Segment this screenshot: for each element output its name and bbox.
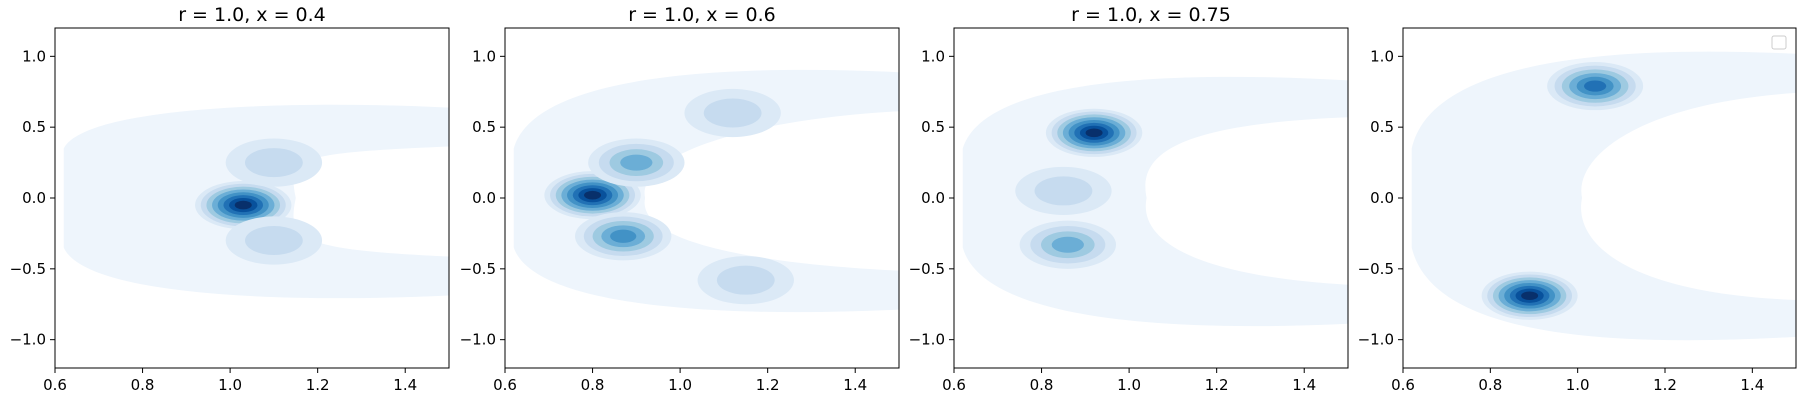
contour-peak-1-level-9 — [1521, 291, 1539, 301]
y-tick-label: 0.0 — [921, 189, 945, 207]
panel-2: 0.6 0.8 1.0 1.2 1.4 1.0 0.5 0.0 −0.5 −1.0 r = 1.0,… — [460, 4, 900, 394]
y-tick-label: 0.0 — [22, 189, 46, 207]
y-tick-label: 0.5 — [921, 118, 945, 136]
panel-title: r = 1.0, x = 0.6 — [628, 4, 776, 26]
panel-title: r = 1.0, x = 0.75 — [1071, 4, 1231, 26]
x-tick-label: 0.6 — [43, 376, 67, 394]
x-tick-label: 1.2 — [306, 376, 330, 394]
density-contours — [63, 104, 449, 299]
y-tick-label: 0.0 — [472, 189, 496, 207]
y-tick-label: −1.0 — [909, 331, 945, 349]
y-tick-label: 1.0 — [1370, 47, 1394, 65]
x-tick-label: 0.8 — [131, 376, 155, 394]
x-tick-label: 0.6 — [493, 376, 517, 394]
density-contours — [1411, 51, 1796, 341]
contour-peak-5-level-3 — [716, 265, 775, 295]
y-tick-label: −0.5 — [1358, 260, 1394, 278]
contour-peak-3-level-3 — [1034, 176, 1093, 206]
y-tick-label: 0.5 — [1370, 118, 1394, 136]
x-tick-label: 0.8 — [581, 376, 605, 394]
contour-peak-4-level-3 — [703, 98, 762, 128]
contour-peak-3-level-5 — [620, 154, 653, 171]
x-tick-label: 0.6 — [942, 376, 966, 394]
contour-peak-3-level-3 — [244, 226, 303, 255]
x-tick-label: 1.4 — [843, 376, 867, 394]
x-tick-label: 1.2 — [756, 376, 780, 394]
contour-peak-1-level-9 — [1085, 128, 1103, 138]
x-tick-label: 0.8 — [1478, 376, 1502, 394]
contour-peak-2-level-3 — [244, 148, 303, 178]
contour-peak-2-level-5 — [1051, 236, 1084, 253]
density-contours — [513, 69, 899, 313]
y-tick-label: 0.5 — [22, 118, 46, 136]
contour-peak-2-level-6 — [610, 229, 637, 243]
y-tick-label: −1.0 — [10, 331, 46, 349]
y-tick-label: 1.0 — [472, 47, 496, 65]
panel-4: 0.6 0.8 1.0 1.2 1.4 1.0 0.5 0.0 −0.5 −1.0 — [1358, 27, 1797, 394]
y-tick-label: −0.5 — [460, 260, 496, 278]
y-tick-label: −1.0 — [1358, 331, 1394, 349]
x-tick-label: 1.0 — [1566, 376, 1590, 394]
x-tick-label: 1.2 — [1205, 376, 1229, 394]
x-tick-label: 1.0 — [1117, 376, 1141, 394]
x-tick-label: 1.0 — [668, 376, 692, 394]
x-tick-label: 1.0 — [218, 376, 242, 394]
panel-3: 0.6 0.8 1.0 1.2 1.4 1.0 0.5 0.0 −0.5 −1.0 r = 1.0,… — [909, 4, 1349, 394]
y-tick-label: −0.5 — [10, 260, 46, 278]
contour-peak-1-level-9 — [234, 200, 252, 210]
density-contours — [962, 76, 1348, 327]
y-tick-label: −0.5 — [909, 260, 945, 278]
x-tick-label: 1.4 — [1292, 376, 1316, 394]
panel-1: 0.6 0.8 1.0 1.2 1.4 1.0 0.5 0.0 −0.5 −1.0 r = 1.0,… — [10, 4, 450, 394]
y-tick-label: 1.0 — [22, 47, 46, 65]
y-tick-label: 0.0 — [1370, 189, 1394, 207]
density-level-1 — [1411, 51, 1796, 341]
x-tick-label: 0.6 — [1391, 376, 1415, 394]
panel-title: r = 1.0, x = 0.4 — [178, 4, 326, 26]
x-tick-label: 1.4 — [393, 376, 417, 394]
contour-peak-1-level-9 — [584, 190, 602, 200]
y-tick-label: 1.0 — [921, 47, 945, 65]
y-tick-label: 0.5 — [472, 118, 496, 136]
x-tick-label: 1.2 — [1653, 376, 1677, 394]
legend-box — [1771, 35, 1787, 50]
y-tick-label: −1.0 — [460, 331, 496, 349]
x-tick-label: 1.4 — [1740, 376, 1764, 394]
contour-peak-2-level-7 — [1584, 80, 1607, 92]
x-tick-label: 0.8 — [1030, 376, 1054, 394]
